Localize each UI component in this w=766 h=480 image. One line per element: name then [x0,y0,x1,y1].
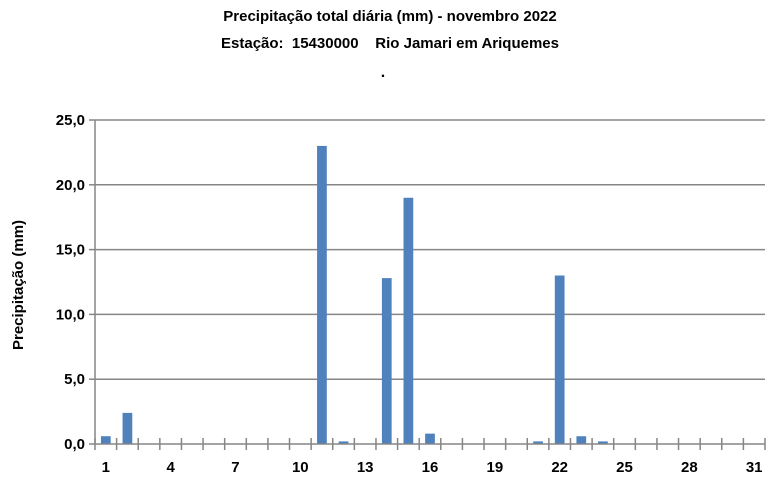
chart-subtitle-station: Estação: 15430000 Rio Jamari em Ariqueme… [221,35,559,52]
bar-day-23 [576,436,587,444]
x-tick-label: 4 [166,459,175,476]
x-tick-label: 31 [746,459,763,476]
bar-day-2 [122,412,133,444]
chart-title: Precipitação total diária (mm) - novembr… [223,8,557,25]
bar-day-21 [533,441,543,444]
y-axis-label: Precipitação (mm) [10,220,27,350]
bar-day-22 [554,275,565,444]
bars [100,145,608,445]
x-tick-label: 22 [551,459,568,476]
bar-day-1 [100,436,111,444]
y-tick-labels: 0,0 5,0 10,0 15,0 20,0 25,0 [56,112,85,453]
x-tick-label: 25 [616,459,633,476]
x-tick-label: 13 [357,459,374,476]
bar-day-15 [403,197,414,444]
bar-day-12 [338,441,349,444]
x-tick-label: 28 [681,459,698,476]
x-tick-label: 19 [486,459,503,476]
y-tick-label: 15,0 [56,242,85,259]
y-tick-label: 20,0 [56,177,85,194]
bar-day-14 [381,278,392,444]
bar-day-24 [598,441,608,444]
chart-subtitle-dot: . [380,64,386,81]
x-tick-label: 10 [292,459,309,476]
x-tick-label: 16 [422,459,439,476]
y-tick-label: 0,0 [64,436,85,453]
x-tick-label: 7 [231,459,239,476]
bar-day-11 [317,145,327,445]
x-tick-labels: 1 4 7 10 13 16 19 22 25 28 31 [102,459,763,476]
x-tick-label: 1 [102,459,110,476]
y-tick-label: 5,0 [64,371,85,388]
y-tick-label: 25,0 [56,112,85,129]
bar-day-16 [425,433,435,444]
grid-lines [95,119,765,380]
axes [89,119,766,450]
y-tick-label: 10,0 [56,306,85,323]
